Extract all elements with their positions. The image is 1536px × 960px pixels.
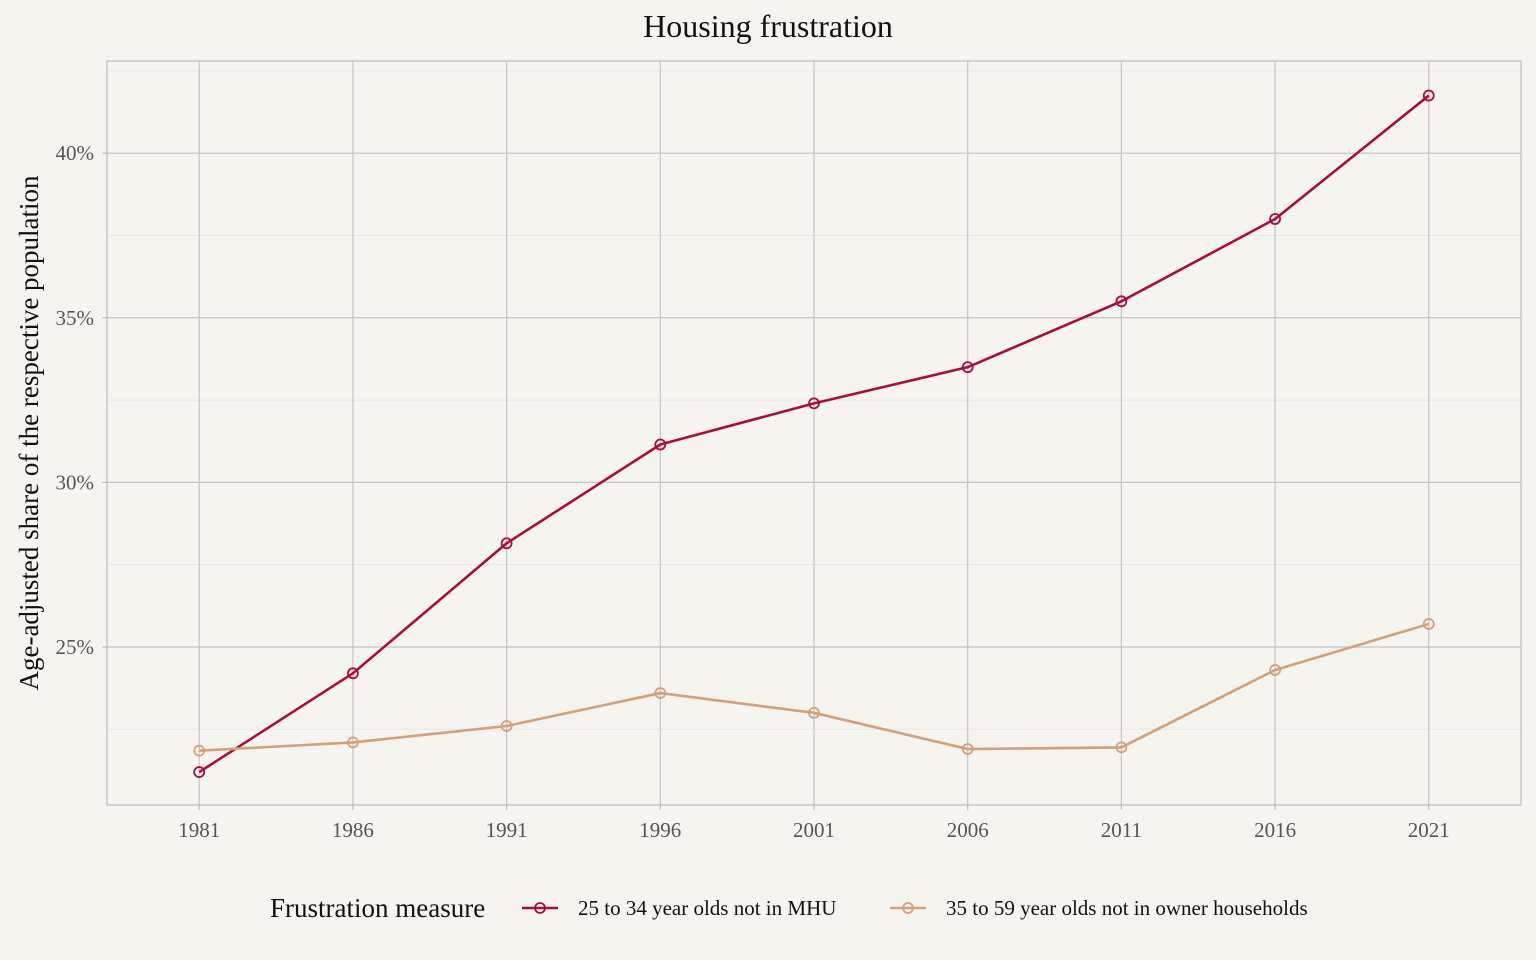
data-point xyxy=(1115,295,1128,308)
legend-label: 25 to 34 year olds not in MHU xyxy=(578,896,836,920)
data-point xyxy=(654,687,667,699)
data-point xyxy=(808,706,820,719)
data-point xyxy=(500,537,513,550)
legend-item-1: 25 to 34 year olds not in MHU xyxy=(522,896,836,920)
legend-title: Frustration measure xyxy=(270,893,485,923)
chart-title: Housing frustration xyxy=(643,8,893,44)
data-point xyxy=(1269,664,1281,676)
series-line xyxy=(198,94,1430,774)
y-axis-label: Age-adjusted share of the respective pop… xyxy=(14,175,44,691)
series-2 xyxy=(193,618,1435,757)
legend: Frustration measure 25 to 34 year olds n… xyxy=(270,893,1308,923)
legend-key-marker xyxy=(902,902,914,914)
series-layer xyxy=(193,89,1435,778)
data-point xyxy=(961,743,974,755)
legend-label: 35 to 59 year olds not in owner househol… xyxy=(946,896,1308,920)
series-1 xyxy=(193,89,1435,778)
x-tick-label: 2001 xyxy=(793,818,835,842)
x-tick-label: 1991 xyxy=(486,818,528,842)
y-tick-label: 25% xyxy=(56,635,95,659)
legend-item-2: 35 to 59 year olds not in owner househol… xyxy=(890,896,1308,920)
data-point xyxy=(500,720,513,732)
data-point xyxy=(1115,741,1128,754)
y-axis-ticks: 25% 30% 35% 40% xyxy=(56,141,107,659)
x-tick-label: 2021 xyxy=(1408,818,1450,842)
major-grid xyxy=(107,61,1521,805)
y-tick-label: 40% xyxy=(56,141,95,165)
x-tick-label: 2011 xyxy=(1101,818,1142,842)
data-point xyxy=(347,667,359,680)
y-tick-label: 30% xyxy=(56,470,95,494)
x-tick-label: 1986 xyxy=(332,818,374,842)
data-point xyxy=(808,397,820,410)
data-point xyxy=(1269,213,1281,225)
data-point xyxy=(193,766,206,778)
x-tick-label: 2006 xyxy=(947,818,989,842)
x-axis-ticks: 1981 1986 1991 1996 2001 2006 2011 2016 2021 xyxy=(178,805,1450,842)
y-tick-label: 35% xyxy=(56,306,95,330)
legend-key-marker xyxy=(534,902,546,914)
x-tick-label: 1981 xyxy=(178,818,220,842)
x-tick-label: 2016 xyxy=(1254,818,1296,842)
legend-items: 25 to 34 year olds not in MHU 35 to 59 ye… xyxy=(522,896,1308,920)
series-line xyxy=(199,622,1430,752)
data-point xyxy=(347,736,359,749)
data-point xyxy=(654,438,667,451)
x-tick-label: 1996 xyxy=(639,818,681,842)
data-point xyxy=(961,361,974,374)
data-point xyxy=(1422,618,1435,630)
data-point xyxy=(193,744,206,757)
data-point xyxy=(1422,89,1435,102)
